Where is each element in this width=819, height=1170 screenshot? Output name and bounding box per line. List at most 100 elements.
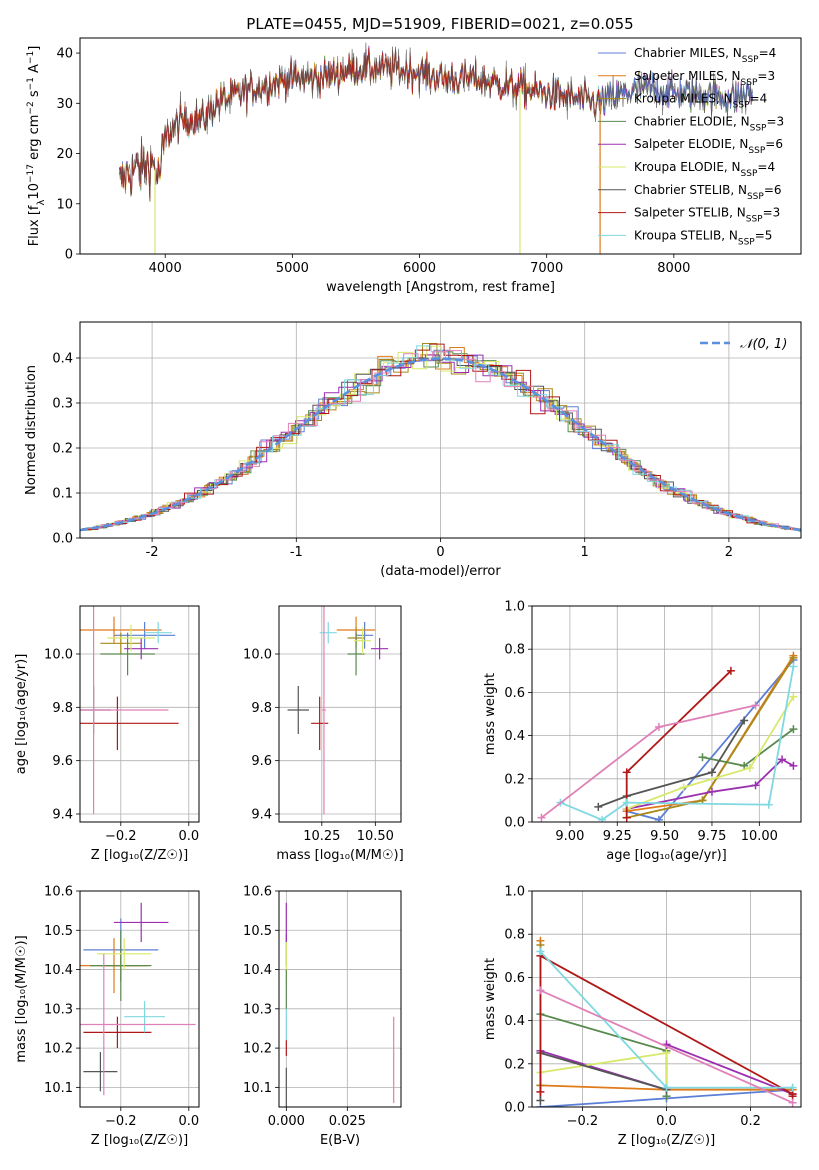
x-tick-label: 2 [725,545,733,560]
axes-frame [278,605,402,823]
x-tick-label: 10.00 [741,829,778,844]
legend-label: Salpeter ELODIE, NSSP=6 [634,137,783,156]
y-axis-label-part: λ [36,199,47,205]
histogram-step [82,357,801,530]
axes-frame [531,890,802,1108]
axes-mass_weight_vs_age: 9.00 9.25 9.50 9.75 10.00 0.0 0.2 0.4 0.6 0.8 1.0 a… [483,600,802,863]
x-tick-label: 5000 [276,261,309,276]
plot-area-mass_weight_vs_age [537,651,798,822]
y-axis-label-part: −1 [26,77,36,90]
x-axis-label: Z [log₁₀(Z/Z☉)] [91,1133,188,1148]
y-tick-label: 0.8 [504,643,525,658]
y-tick-label: 10.4 [243,963,272,978]
axes-spectrum: 4000 5000 6000 7000 8000 0 10 20 30 40 wavelength … [26,37,802,295]
y-axis-label: Normed distribution [24,365,39,495]
y-tick-label: 0.0 [504,816,525,831]
y-tick-label: 0.2 [52,442,73,457]
y-tick-label: 10.6 [243,885,272,900]
legend-label: Kroupa STELIB, NSSP=5 [634,228,772,247]
legend-label-eq: =3 [766,114,784,128]
y-tick-label: 30 [56,97,73,112]
axes-age_vs_mass: 10.25 10.50 9.4 9.6 9.8 10.0 mass [log₁₀(M/M☉)… [243,605,404,863]
legend-label: Chabrier MILES, NSSP=4 [634,46,776,65]
y-axis-label-part: s [27,90,42,101]
x-tick-label: 4000 [149,261,182,276]
mass-weight-line [597,720,745,808]
axes-frame [79,890,200,1108]
legend-label-eq: =4 [759,46,777,60]
legend-label-main: Chabrier MILES, N [634,46,742,60]
x-tick-label: -1 [290,545,303,560]
y-tick-label: 0.8 [504,928,525,943]
axes-frame [531,605,802,823]
legend-label-main: Kroupa MILES, N [634,92,733,106]
y-tick-label: 10.5 [44,924,73,939]
plot-area-mass_vs_ebv [285,902,395,1107]
x-tick-label: 7000 [530,261,563,276]
axes-mass_weight_vs_z: −0.2 0.0 0.2 0.0 0.2 0.4 0.6 0.8 1.0 Z [log₁₀(Z/Z… [483,885,802,1148]
legend-label-eq: =6 [764,183,782,197]
plot-area-mass_vs_z [80,902,196,1096]
y-tick-label: 10.4 [44,963,73,978]
y-axis-label-part: 10 [27,183,42,200]
x-tick-label: 0.0 [656,1114,677,1129]
y-tick-label: 10.5 [243,924,272,939]
legend-label-main: Salpeter STELIB, N [634,206,746,220]
x-tick-label: 9.25 [603,829,632,844]
y-axis-label-part: erg cm [27,115,42,164]
legend-label-main: Salpeter MILES, N [634,69,741,83]
y-tick-label: 1.0 [504,885,525,900]
legend-label-sub: SSP [750,123,767,133]
legend-label-sub: SSP [747,192,764,202]
y-tick-label: 10.2 [44,1042,73,1057]
y-tick-label: 1.0 [504,600,525,615]
x-tick-label: 0.000 [268,1114,305,1129]
axes-frame [278,890,402,1108]
plot-area-residuals [80,343,801,532]
y-tick-label: 10.2 [243,1042,272,1057]
histogram-step [80,345,801,531]
y-tick-label: 10.3 [44,1002,73,1017]
x-tick-label: 0 [436,545,444,560]
y-tick-label: 0.3 [52,397,73,412]
legend-label-sub: SSP [746,215,763,225]
legend-label-main: Chabrier STELIB, N [634,183,747,197]
legend-label-sub: SSP [741,169,758,179]
y-tick-label: 0.4 [52,352,73,367]
x-tick-label: 10.25 [303,829,340,844]
plot-area-age_vs_mass [287,606,389,814]
x-axis-label: mass [log₁₀(M/M☉)] [276,848,403,863]
y-tick-label: 20 [56,147,73,162]
y-tick-label: 0.6 [504,971,525,986]
x-axis-label: age [log₁₀(age/yr)] [606,848,727,863]
legend-label-eq: =3 [763,206,781,220]
axes-mass_vs_ebv: 0.000 0.025 10.1 10.2 10.3 10.4 10.5 10.6 E(B-V) [243,885,402,1148]
legend-label: Kroupa ELODIE, NSSP=4 [634,160,775,179]
legend-label-sub: SSP [748,146,765,156]
x-tick-label: 1 [581,545,589,560]
legend-label: Kroupa MILES, NSSP=4 [634,92,767,111]
y-tick-label: 9.4 [251,808,272,823]
axes-residuals: -2 -1 0 1 2 0.0 0.1 0.2 0.3 0.4 (data-model)/error… [24,321,802,579]
x-axis-label: E(B-V) [320,1133,360,1148]
legend-label-main: Kroupa ELODIE, N [634,160,741,174]
y-tick-label: 0.0 [504,1101,525,1116]
legend-label-sub: SSP [741,78,758,88]
x-tick-label: 9.50 [650,829,679,844]
y-axis-label-part: Flux [f [27,205,42,246]
y-tick-label: 10.3 [243,1002,272,1017]
y-tick-label: 0.0 [52,532,73,547]
y-axis-label: mass [log₁₀(M/M☉)] [14,935,29,1062]
axes-frame [79,321,802,539]
x-axis-label: Z [log₁₀(Z/Z☉)] [618,1133,715,1148]
y-tick-label: 0.2 [504,1057,525,1072]
normal-curve [80,357,801,532]
mass-weight-line [626,696,795,810]
x-tick-label: 6000 [403,261,436,276]
legend-label-sub: SSP [742,55,759,65]
mass-weight-line [540,989,793,1104]
x-axis-label: Z [log₁₀(Z/Z☉)] [91,848,188,863]
legend-label-main: Salpeter ELODIE, N [634,137,748,151]
